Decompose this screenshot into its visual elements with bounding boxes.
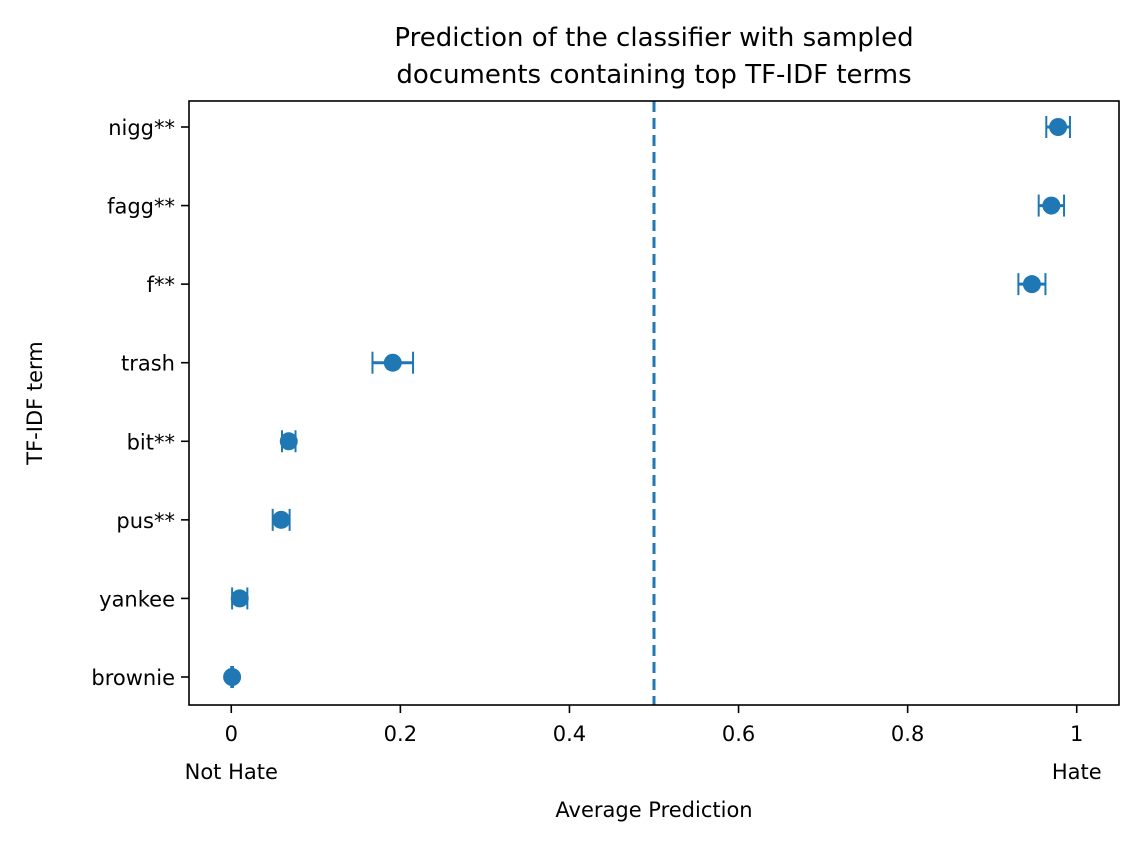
y-tick-label: nigg**	[108, 116, 175, 140]
plot-frame	[188, 100, 1120, 706]
data-point	[1049, 118, 1068, 136]
data-point	[223, 668, 242, 686]
data-point	[230, 589, 249, 608]
x-tick-sublabel: Not Hate	[185, 760, 278, 784]
x-tick-label: 1	[1070, 722, 1083, 746]
y-tick-label: brownie	[91, 666, 175, 690]
x-tick-sublabel: Hate	[1052, 760, 1102, 784]
y-tick-label: fagg**	[107, 195, 175, 219]
plot-area: nigg** fagg** f** trash bit** pus** yankee brow…	[91, 100, 1120, 784]
y-tick-label: pus**	[116, 509, 175, 533]
x-tick-label: 0.4	[553, 722, 586, 746]
y-tick-label: yankee	[99, 587, 175, 611]
y-tick-label: bit**	[127, 430, 175, 454]
x-tick-label: 0.2	[384, 722, 417, 746]
x-tick-label: 0	[225, 722, 238, 746]
y-axis-label: TF-IDF term	[23, 341, 47, 465]
data-point	[272, 510, 291, 529]
x-tick-label: 0.8	[891, 722, 924, 746]
data-point	[1022, 275, 1041, 294]
chart-title-line-1: Prediction of the classifier with sample…	[394, 23, 913, 53]
y-tick-label: f**	[147, 273, 175, 297]
data-point	[279, 432, 298, 451]
data-point	[1042, 196, 1061, 215]
chart-title-line-2: documents containing top TF-IDF terms	[396, 60, 911, 90]
y-tick-label: trash	[121, 352, 175, 376]
x-axis-label: Average Prediction	[555, 798, 752, 822]
data-point	[383, 353, 402, 372]
x-tick-label: 0.6	[722, 722, 755, 746]
